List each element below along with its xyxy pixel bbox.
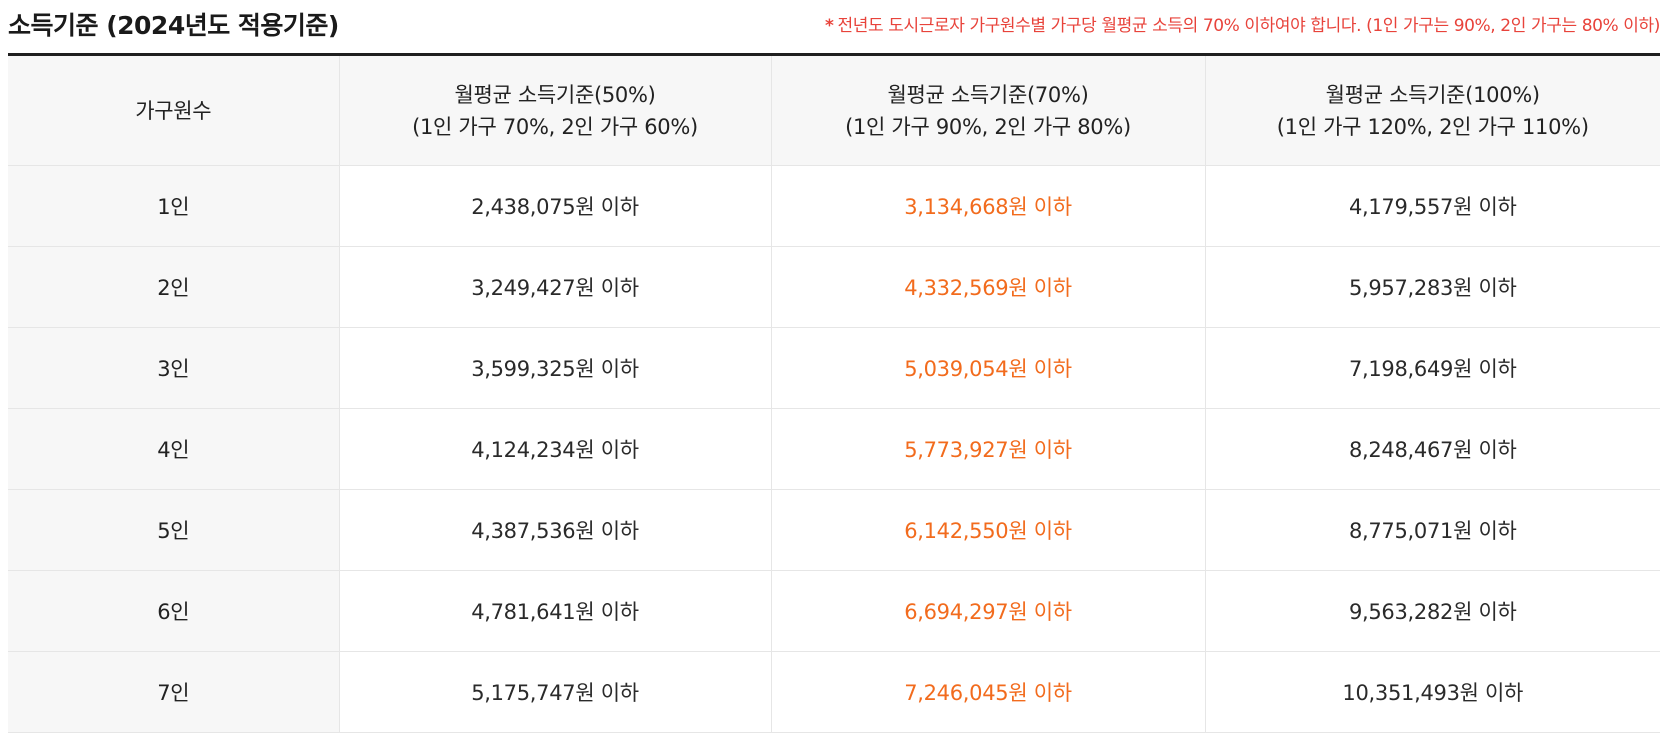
income-100-cell: 8,248,467원 이하 — [1204, 408, 1660, 490]
header-subline: (1인 가구 70%, 2인 가구 60%) — [412, 114, 698, 139]
eligibility-note: * 전년도 도시근로자 가구원수별 가구당 월평균 소득의 70% 이하여야 합니… — [825, 11, 1660, 36]
column-header-household-size: 가구원수 — [8, 56, 339, 166]
income-50-cell: 3,249,427원 이하 — [338, 246, 771, 328]
income-50-cell: 4,387,536원 이하 — [338, 489, 771, 571]
table-row: 5인 4,387,536원 이하 6,142,550원 이하 8,775,071… — [8, 489, 1660, 571]
income-100-cell: 7,198,649원 이하 — [1204, 327, 1660, 409]
household-size-cell: 1인 — [8, 165, 339, 247]
table-row: 6인 4,781,641원 이하 6,694,297원 이하 9,563,282… — [8, 570, 1660, 652]
income-70-cell: 5,039,054원 이하 — [770, 327, 1205, 409]
household-size-cell: 3인 — [8, 327, 339, 409]
header-subline: (1인 가구 90%, 2인 가구 80%) — [845, 114, 1131, 139]
column-header-income-100: 월평균 소득기준(100%) (1인 가구 120%, 2인 가구 110%) — [1204, 56, 1660, 166]
note-asterisk: * — [825, 16, 834, 36]
income-100-cell: 4,179,557원 이하 — [1204, 165, 1660, 247]
income-50-cell: 4,781,641원 이하 — [338, 570, 771, 652]
table-row: 7인 5,175,747원 이하 7,246,045원 이하 10,351,49… — [8, 651, 1660, 733]
income-100-cell: 8,775,071원 이하 — [1204, 489, 1660, 571]
page-title: 소득기준 (2024년도 적용기준) — [8, 11, 339, 40]
header-line: 월평균 소득기준(100%) — [1325, 82, 1540, 107]
header-line: 월평균 소득기준(50%) — [454, 82, 656, 107]
income-criteria-table: 가구원수 월평균 소득기준(50%) (1인 가구 70%, 2인 가구 60%… — [8, 56, 1660, 733]
table-row: 4인 4,124,234원 이하 5,773,927원 이하 8,248,467… — [8, 408, 1660, 490]
header-line: 월평균 소득기준(70%) — [887, 82, 1089, 107]
income-70-cell: 4,332,569원 이하 — [770, 246, 1205, 328]
table-row: 2인 3,249,427원 이하 4,332,569원 이하 5,957,283… — [8, 246, 1660, 328]
household-size-cell: 7인 — [8, 651, 339, 733]
income-100-cell: 5,957,283원 이하 — [1204, 246, 1660, 328]
table-header-row: 가구원수 월평균 소득기준(50%) (1인 가구 70%, 2인 가구 60%… — [8, 56, 1660, 166]
header-rule — [8, 53, 1660, 56]
header-subline: (1인 가구 120%, 2인 가구 110%) — [1276, 114, 1589, 139]
income-70-cell: 6,142,550원 이하 — [770, 489, 1205, 571]
household-size-cell: 4인 — [8, 408, 339, 490]
household-size-cell: 6인 — [8, 570, 339, 652]
income-70-cell: 3,134,668원 이하 — [770, 165, 1205, 247]
income-50-cell: 4,124,234원 이하 — [338, 408, 771, 490]
income-100-cell: 9,563,282원 이하 — [1204, 570, 1660, 652]
income-50-cell: 2,438,075원 이하 — [338, 165, 771, 247]
income-70-cell: 5,773,927원 이하 — [770, 408, 1205, 490]
table-row: 3인 3,599,325원 이하 5,039,054원 이하 7,198,649… — [8, 327, 1660, 409]
table-row: 1인 2,438,075원 이하 3,134,668원 이하 4,179,557… — [8, 165, 1660, 247]
income-50-cell: 5,175,747원 이하 — [338, 651, 771, 733]
column-header-income-50: 월평균 소득기준(50%) (1인 가구 70%, 2인 가구 60%) — [338, 56, 771, 166]
income-100-cell: 10,351,493원 이하 — [1204, 651, 1660, 733]
column-header-income-70: 월평균 소득기준(70%) (1인 가구 90%, 2인 가구 80%) — [770, 56, 1205, 166]
income-70-cell: 7,246,045원 이하 — [770, 651, 1205, 733]
household-size-cell: 2인 — [8, 246, 339, 328]
note-text: 전년도 도시근로자 가구원수별 가구당 월평균 소득의 70% 이하여야 합니다… — [837, 16, 1661, 36]
header-line: 가구원수 — [135, 98, 212, 123]
income-70-cell: 6,694,297원 이하 — [770, 570, 1205, 652]
section-header: 소득기준 (2024년도 적용기준) * 전년도 도시근로자 가구원수별 가구당 … — [8, 0, 1660, 50]
household-size-cell: 5인 — [8, 489, 339, 571]
income-50-cell: 3,599,325원 이하 — [338, 327, 771, 409]
